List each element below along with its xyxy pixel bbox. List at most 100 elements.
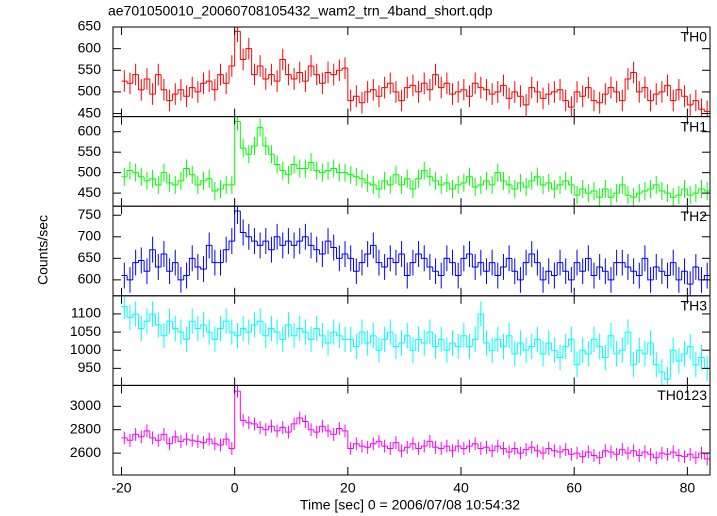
- y-tick-label: 1000: [70, 341, 101, 357]
- step: [534, 338, 541, 347]
- step: [528, 87, 535, 105]
- step: [505, 257, 512, 267]
- step: [205, 324, 213, 333]
- step: [177, 89, 184, 95]
- step: [579, 262, 586, 272]
- step: [245, 232, 252, 238]
- step: [149, 249, 156, 272]
- step: [635, 192, 643, 198]
- step: [166, 254, 173, 272]
- step: [188, 320, 196, 340]
- step: [149, 313, 156, 322]
- panel-frame: [112, 384, 711, 476]
- step: [562, 180, 569, 185]
- step: [528, 446, 535, 450]
- step: [454, 184, 462, 190]
- step: [160, 172, 167, 185]
- step: [686, 346, 694, 354]
- step: [426, 170, 433, 178]
- step: [273, 74, 280, 82]
- step: [398, 253, 405, 263]
- step: [664, 191, 671, 194]
- step: [154, 178, 162, 186]
- x-tick-label: 60: [566, 480, 582, 496]
- step: [624, 449, 631, 454]
- step: [183, 275, 190, 280]
- step: [392, 174, 399, 185]
- y-tick-label: 500: [78, 163, 102, 179]
- step: [562, 262, 569, 272]
- step: [477, 83, 484, 89]
- step: [296, 164, 303, 170]
- step: [641, 87, 648, 92]
- step: [534, 176, 541, 181]
- step: [239, 31, 246, 60]
- step: [273, 236, 280, 250]
- step: [545, 182, 552, 185]
- step: [364, 332, 371, 344]
- step: [703, 453, 710, 460]
- step: [358, 176, 365, 180]
- step: [352, 443, 360, 449]
- step: [426, 440, 433, 447]
- step: [426, 83, 433, 91]
- step: [522, 342, 529, 351]
- step: [319, 170, 326, 174]
- step: [460, 257, 467, 276]
- step: [222, 249, 230, 263]
- step: [454, 91, 462, 95]
- step: [613, 335, 620, 355]
- step: [273, 328, 280, 333]
- step: [386, 82, 394, 88]
- step: [194, 174, 201, 186]
- step: [188, 168, 196, 176]
- step: [426, 258, 433, 268]
- step: [307, 161, 314, 169]
- step: [228, 240, 235, 250]
- step: [398, 442, 405, 452]
- step: [347, 68, 354, 102]
- step: [556, 450, 563, 453]
- step: [703, 189, 710, 192]
- step: [539, 91, 546, 99]
- step: [601, 93, 609, 103]
- step: [420, 445, 428, 449]
- step: [262, 427, 269, 431]
- x-tick-label: 0: [231, 480, 239, 496]
- step: [669, 193, 677, 198]
- step: [613, 451, 620, 455]
- step: [268, 74, 275, 79]
- step: [302, 418, 309, 423]
- step: [698, 100, 705, 110]
- step: [364, 446, 371, 448]
- step: [607, 189, 614, 198]
- step: [528, 253, 535, 263]
- panel-label: TH3: [681, 298, 708, 314]
- y-tick-label: 700: [78, 227, 102, 243]
- step: [675, 194, 682, 198]
- step: [415, 85, 422, 93]
- step: [641, 190, 648, 194]
- step: [698, 356, 705, 365]
- step: [443, 445, 450, 449]
- step: [635, 271, 643, 277]
- step: [505, 85, 512, 99]
- step: [251, 48, 258, 76]
- step: [336, 428, 343, 435]
- x-tick-label: -20: [111, 480, 131, 496]
- step: [652, 454, 660, 459]
- step: [307, 332, 314, 340]
- step: [398, 342, 405, 347]
- step: [392, 332, 399, 348]
- step: [290, 423, 297, 433]
- step: [143, 430, 150, 437]
- step: [290, 163, 297, 175]
- step: [601, 188, 609, 198]
- step: [607, 87, 614, 95]
- step: [200, 324, 207, 329]
- y-tick-label: 2800: [70, 420, 101, 436]
- chart-title: ae701050010_20060708105432_wam2_trn_4ban…: [108, 3, 493, 19]
- step: [618, 184, 626, 194]
- step: [426, 331, 433, 343]
- step: [319, 425, 326, 433]
